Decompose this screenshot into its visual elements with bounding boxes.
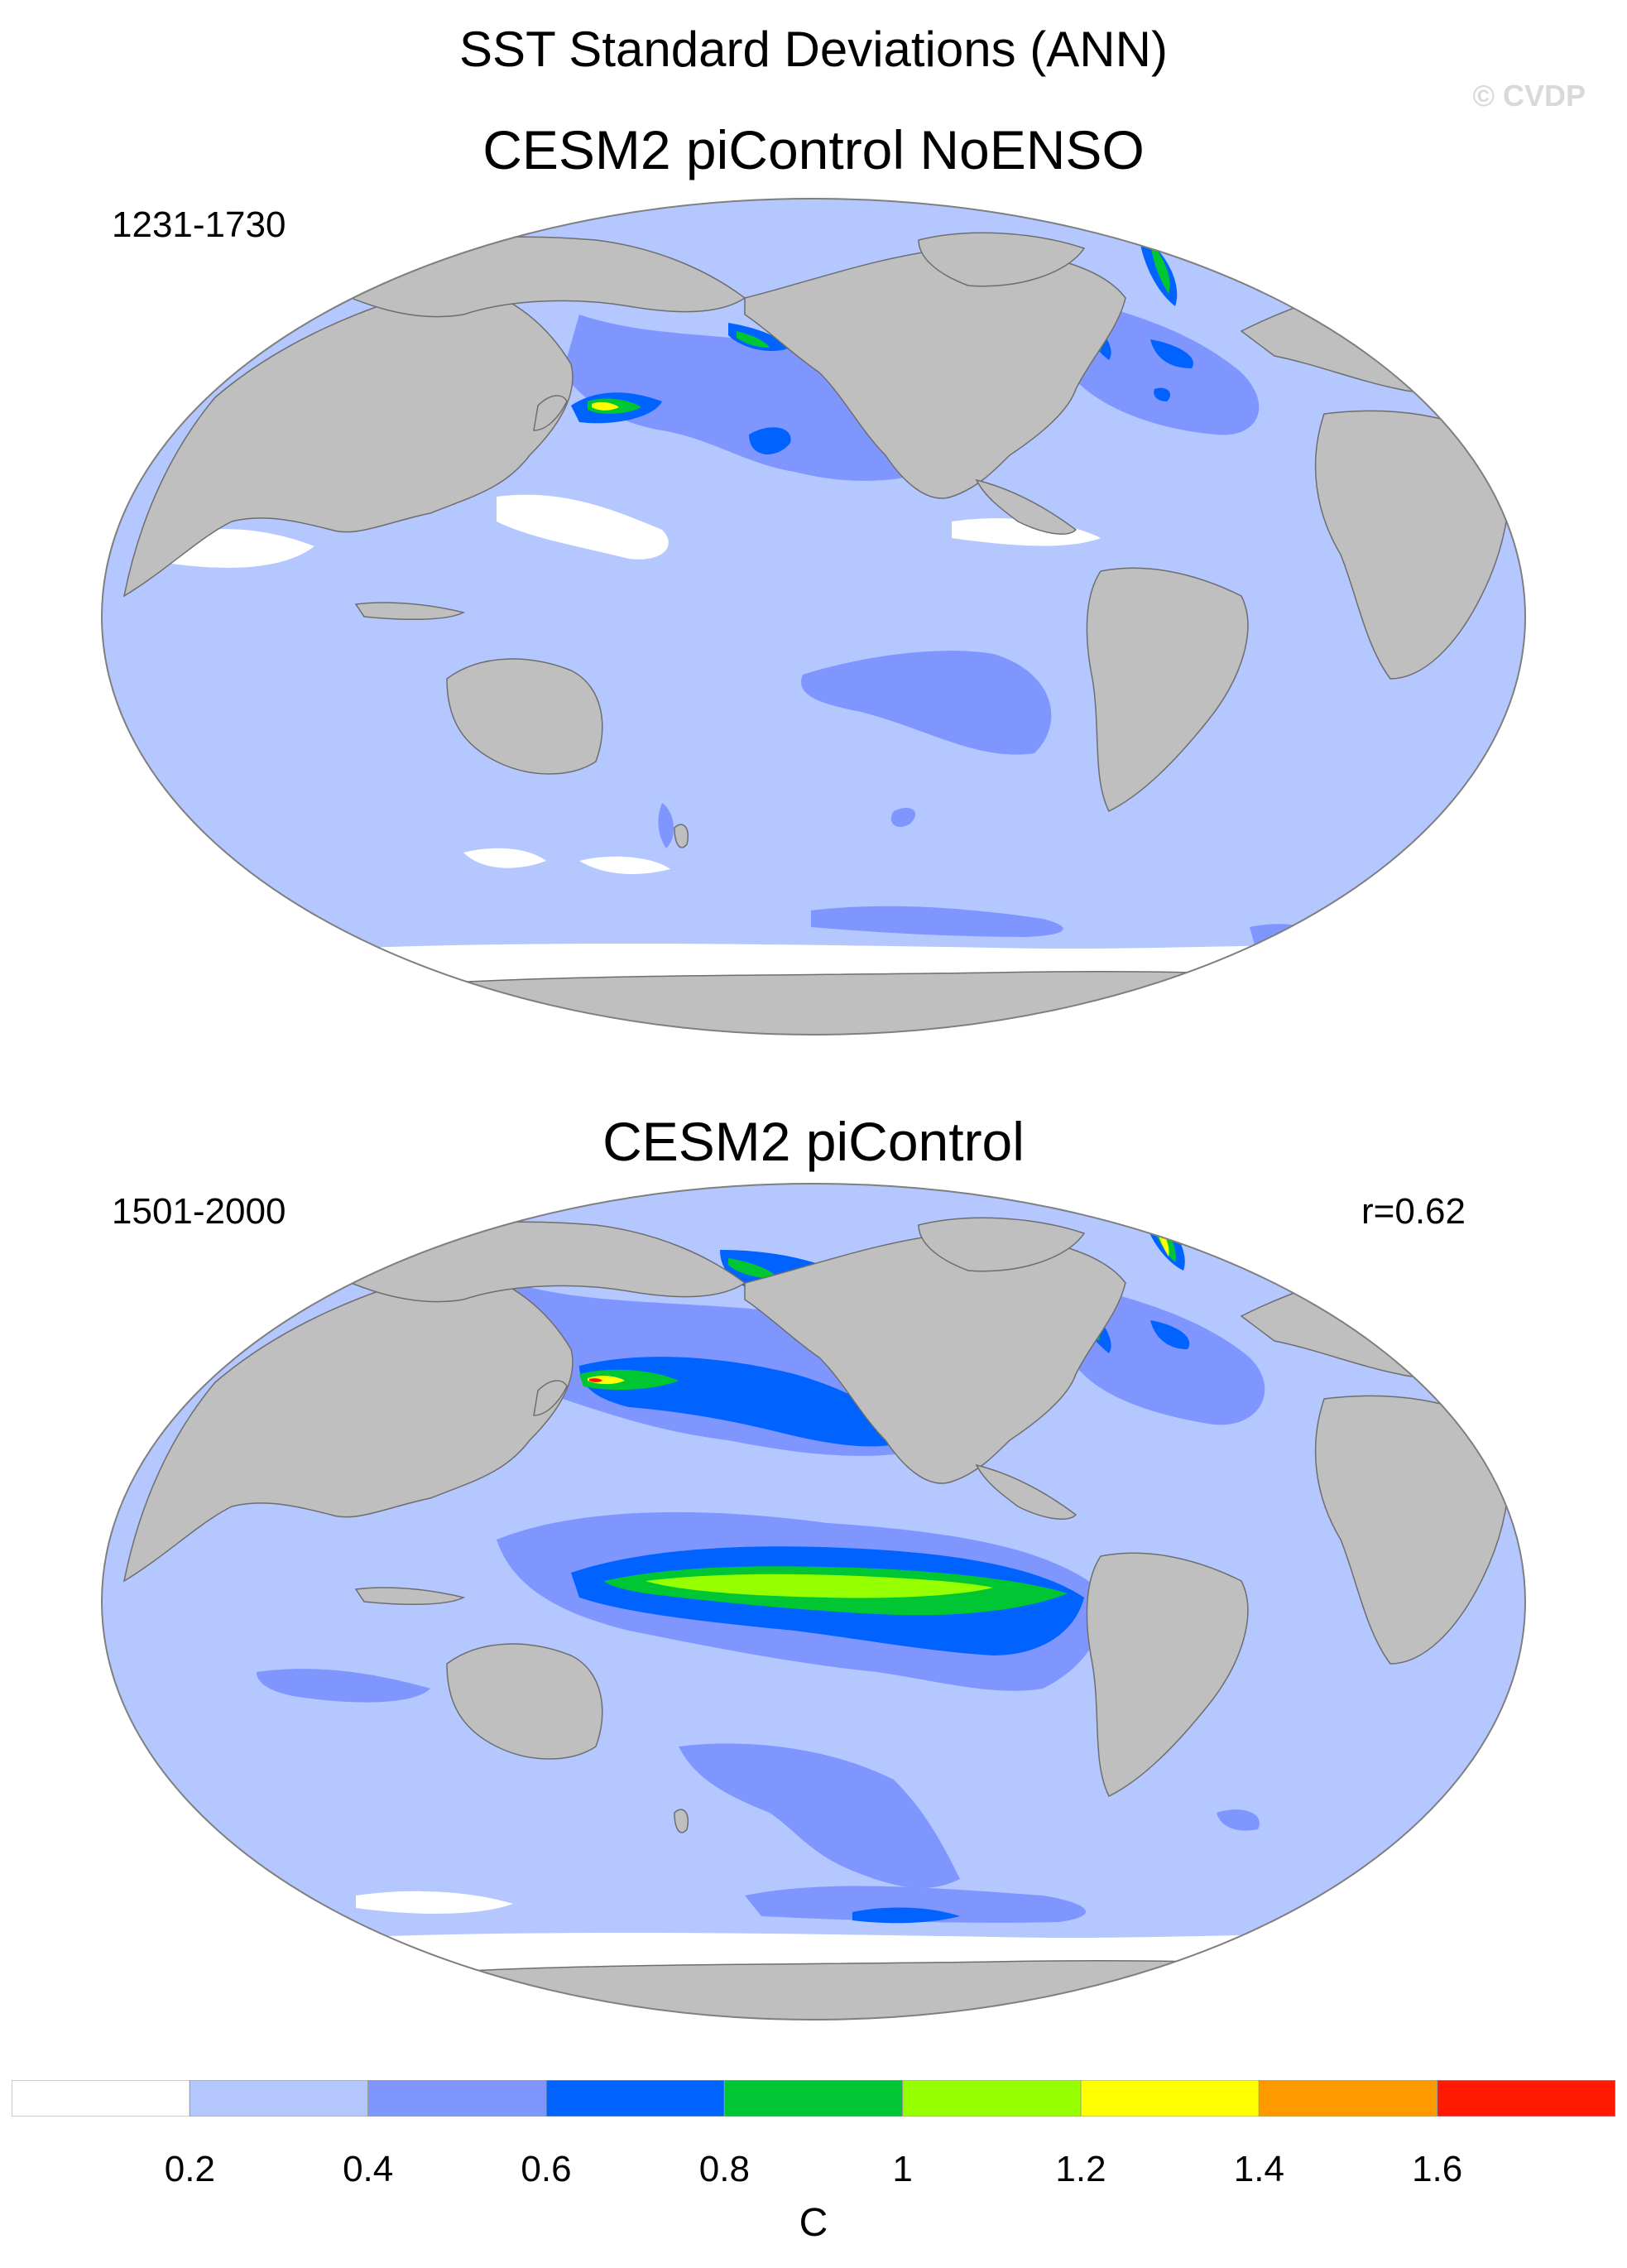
kuroshio-red [589, 1377, 602, 1382]
central-america-land [975, 478, 1077, 535]
tasman-mid [658, 803, 674, 848]
south-pacific-mid-tongue [679, 1743, 960, 1888]
panel-2-title: CESM2 piControl [602, 1111, 1025, 1172]
colorbar-tick-label: 1.4 [1233, 2149, 1284, 2189]
colorbar-swatch [12, 2080, 190, 2117]
colorbar-labels: 0.2 0.4 0.6 0.8 1 1.2 1.4 1.6 [0, 2149, 1627, 2198]
warm-pool-white [497, 494, 669, 560]
greenland-land [918, 1217, 1086, 1272]
figure-title: SST Standard Deviations (ANN) [459, 22, 1168, 77]
cvdp-watermark: © CVDP [1472, 79, 1586, 113]
colorbar-swatch [1258, 2080, 1438, 2117]
north-pacific-high-dot [749, 427, 791, 454]
australia-land [446, 1643, 603, 1760]
kuroshio-yellow [592, 401, 619, 411]
colorbar [12, 2080, 1615, 2117]
panel-1-map [101, 198, 1526, 1035]
colorbar-tick-label: 0.8 [698, 2149, 750, 2189]
asia-land [122, 1266, 574, 1583]
japan-land [533, 1380, 568, 1416]
southern-ocean-high [852, 1907, 960, 1924]
panel-2-period: 1501-2000 [112, 1191, 286, 1232]
newzealand-land [674, 1809, 689, 1833]
hudson-green [393, 1199, 430, 1214]
south-indian-white [356, 1891, 513, 1914]
map-border [101, 198, 1526, 1035]
south-atlantic-mid [1217, 1809, 1260, 1831]
colorbar-units: C [799, 2201, 828, 2245]
atlantic-high-dot [1154, 387, 1171, 401]
colorbar-tick-label: 1.6 [1412, 2149, 1463, 2189]
atlantic-high-patch [1150, 339, 1193, 368]
south-indian-white-2 [579, 856, 670, 874]
hudson-green [397, 243, 427, 257]
colorbar-tick-label: 0.2 [164, 2149, 215, 2189]
alaska-green [737, 331, 770, 348]
colorbar-tick-label: 0.4 [343, 2149, 394, 2189]
asia-land [122, 281, 574, 598]
atlantic-high-patch [1150, 1320, 1190, 1349]
antarctica-land [314, 970, 1490, 1035]
colorbar-tick-label: 1.2 [1055, 2149, 1106, 2189]
colorbar-swatch [1080, 2080, 1260, 2117]
colorbar-tick-label: 0.6 [521, 2149, 572, 2189]
north-atlantic-mid [1076, 1283, 1265, 1425]
south-indian-white-1 [463, 848, 546, 868]
newzealand-land [674, 824, 689, 848]
alaska-high [728, 323, 790, 352]
colorbar-swatch [545, 2080, 725, 2117]
equatorial-pacific-lime [646, 1574, 993, 1598]
map-border [101, 1183, 1526, 2021]
south-america-land [1086, 567, 1249, 813]
colorbar-swatch [902, 2080, 1082, 2117]
greenland-land [918, 232, 1086, 287]
panel-2-correlation: r=0.62 [1361, 1191, 1466, 1232]
colorbar-tick-label: 1 [892, 2149, 913, 2189]
kuroshio-green [579, 1369, 679, 1391]
north-pacific-mid-band [563, 315, 960, 481]
alaska-green [728, 1258, 778, 1279]
panel-1-title: CESM2 piControl NoENSO [482, 119, 1145, 180]
south-america-land [1086, 1552, 1249, 1798]
south-atlantic-mid [1250, 924, 1341, 965]
japan-land [533, 395, 568, 431]
east-pacific-white [952, 518, 1101, 546]
colorbar-swatch [1437, 2080, 1615, 2117]
south-indian-mid [257, 1669, 430, 1703]
southern-ocean-mid-band [811, 906, 1063, 937]
panel-1-period: 1231-1730 [112, 204, 286, 245]
panel-2-map [101, 1183, 1526, 2021]
south-pacific-mid-dot [890, 807, 916, 828]
australia-land [446, 658, 603, 775]
antarctica-land [314, 1959, 1490, 2020]
north-atlantic-mid [1076, 298, 1260, 435]
colorbar-swatch [367, 2080, 547, 2117]
indonesia-land [354, 1587, 466, 1606]
labrador-green [1150, 240, 1170, 294]
central-america-land [975, 1463, 1077, 1520]
colorbar-swatch [189, 2080, 369, 2117]
indonesia-land [354, 602, 466, 621]
east-pacific-mid-patch [801, 651, 1052, 755]
southern-ocean-mid-band [745, 1886, 1087, 1923]
colorbar-swatch [723, 2080, 904, 2117]
